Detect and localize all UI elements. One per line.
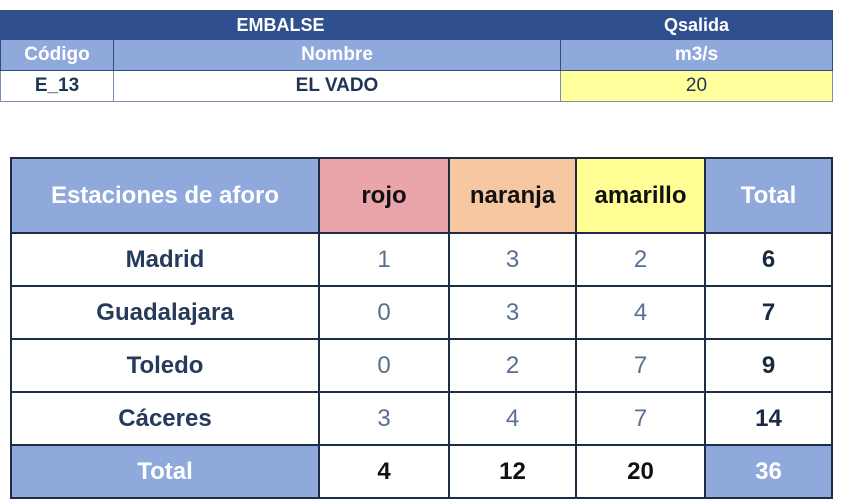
table-row: Madrid 1 3 2 6: [10, 232, 833, 287]
rojo-column-header: rojo: [318, 157, 450, 234]
rojo-cell[interactable]: 0: [318, 338, 450, 393]
stations-header-row: Estaciones de aforo rojo naranja amarill…: [10, 157, 833, 234]
row-total-cell[interactable]: 9: [704, 338, 833, 393]
amarillo-total[interactable]: 20: [575, 444, 706, 499]
naranja-cell[interactable]: 2: [448, 338, 577, 393]
station-name[interactable]: Cáceres: [10, 391, 320, 446]
reservoir-table: EMBALSE Qsalida Código Nombre m3/s E_13 …: [0, 10, 833, 102]
row-total-cell[interactable]: 14: [704, 391, 833, 446]
table-row: Guadalajara 0 3 4 7: [10, 285, 833, 340]
naranja-cell[interactable]: 4: [448, 391, 577, 446]
nombre-header: Nombre: [113, 39, 561, 71]
naranja-column-header: naranja: [448, 157, 577, 234]
grand-total[interactable]: 36: [704, 444, 833, 499]
table-row: Toledo 0 2 7 9: [10, 338, 833, 393]
naranja-cell[interactable]: 3: [448, 232, 577, 287]
total-column-header: Total: [704, 157, 833, 234]
station-name[interactable]: Madrid: [10, 232, 320, 287]
codigo-header: Código: [0, 39, 114, 71]
reservoir-data-row: E_13 EL VADO 20: [0, 70, 833, 102]
totals-row: Total 4 12 20 36: [10, 444, 833, 499]
amarillo-cell[interactable]: 7: [575, 391, 706, 446]
station-name[interactable]: Guadalajara: [10, 285, 320, 340]
station-column-header: Estaciones de aforo: [10, 157, 320, 234]
row-total-cell[interactable]: 7: [704, 285, 833, 340]
stations-table: Estaciones de aforo rojo naranja amarill…: [10, 157, 833, 499]
embalse-header: EMBALSE: [0, 10, 561, 40]
naranja-total[interactable]: 12: [448, 444, 577, 499]
amarillo-cell[interactable]: 4: [575, 285, 706, 340]
amarillo-column-header: amarillo: [575, 157, 706, 234]
totals-label: Total: [10, 444, 320, 499]
qsalida-header: Qsalida: [560, 10, 833, 40]
station-name[interactable]: Toledo: [10, 338, 320, 393]
amarillo-cell[interactable]: 2: [575, 232, 706, 287]
table-row: Cáceres 3 4 7 14: [10, 391, 833, 446]
codigo-cell[interactable]: E_13: [0, 70, 114, 102]
row-total-cell[interactable]: 6: [704, 232, 833, 287]
reservoir-header-row: EMBALSE Qsalida: [0, 10, 833, 40]
rojo-total[interactable]: 4: [318, 444, 450, 499]
amarillo-cell[interactable]: 7: [575, 338, 706, 393]
rojo-cell[interactable]: 0: [318, 285, 450, 340]
qsalida-cell[interactable]: 20: [560, 70, 833, 102]
naranja-cell[interactable]: 3: [448, 285, 577, 340]
rojo-cell[interactable]: 1: [318, 232, 450, 287]
unit-header: m3/s: [560, 39, 833, 71]
rojo-cell[interactable]: 3: [318, 391, 450, 446]
nombre-cell[interactable]: EL VADO: [113, 70, 561, 102]
reservoir-subheader-row: Código Nombre m3/s: [0, 39, 833, 71]
